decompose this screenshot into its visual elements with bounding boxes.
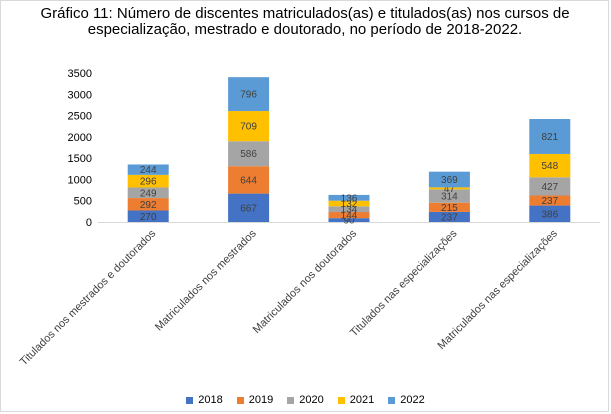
legend-item: 2020 [287,394,324,406]
bar-segment [228,193,270,222]
chart-title: Gráfico 11: Número de discentes matricul… [40,5,570,38]
legend-item: 2018 [186,394,223,406]
bar-segment [328,206,370,213]
legend-label: 2022 [400,394,425,406]
legend-swatch [186,396,194,404]
legend-swatch [337,396,345,404]
bar-segment [529,195,571,206]
bar-segment [228,166,270,194]
data-label: 586 [240,149,257,160]
y-tick-label: 2500 [68,111,92,123]
bar-segment [228,111,270,142]
bar-segment [328,200,370,207]
x-tick-label: Matriculados nos doutorados [251,227,360,336]
y-tick-label: 3500 [68,68,92,80]
data-label: 136 [341,193,358,204]
data-label: 709 [240,122,257,133]
bar-segment [127,174,169,188]
x-tick-label: Titulados nos mestrados e doutorados [18,227,159,368]
data-label: 644 [240,175,257,186]
data-label: 270 [140,212,157,223]
data-label: 134 [341,205,358,216]
data-label: 144 [341,211,358,222]
bar-segment [529,177,571,196]
data-label: 90 [343,216,355,227]
data-label: 237 [541,196,558,207]
legend-item: 2021 [337,394,375,406]
bar-segment [428,187,470,190]
bar-segment [428,171,470,188]
legend-label: 2021 [349,394,375,406]
bar-segment [529,119,571,154]
data-label: 548 [541,161,558,172]
bar-segment [127,210,169,222]
bar-segment [428,189,470,203]
y-tick-label: 1000 [68,174,92,186]
bar-segment [127,198,169,211]
data-label: 237 [441,212,458,223]
legend-label: 2019 [248,394,274,406]
y-tick-label: 2000 [68,132,92,144]
data-label: 244 [140,165,157,176]
legend-item: 2019 [236,394,274,406]
legend-label: 2018 [198,394,223,406]
chart-legend: 2018 2019 2020 2021 2022 [0,394,611,406]
y-tick-label: 1500 [68,153,92,165]
data-label: 821 [541,132,558,143]
data-label: 369 [441,175,458,186]
data-label: 667 [240,203,257,214]
bar-segment [428,211,470,222]
legend-label: 2020 [299,394,324,406]
x-tick-label: Matriculados nas especializações [436,227,561,352]
bar-segment [328,194,370,201]
data-label: 292 [140,200,157,211]
data-label: 47 [444,184,456,195]
data-label: 249 [140,188,157,199]
bar-segment [228,77,270,112]
data-label: 296 [140,177,157,188]
bar-segment [428,202,470,212]
x-tick-label: Titulados nas especializações [348,227,460,339]
y-tick-label: 0 [86,217,92,229]
bar-segment [127,164,169,175]
data-label: 427 [541,182,558,193]
data-label: 132 [341,199,358,210]
legend-swatch [287,396,295,404]
data-label: 796 [240,90,257,101]
bar-segment [529,205,571,222]
y-tick-label: 3000 [68,89,92,101]
x-tick-label: Matriculados nos mestrados [153,227,259,333]
y-tick-label: 500 [74,196,92,208]
bar-segment [127,187,169,199]
bar-segment [529,153,571,178]
bar-segment [228,141,270,167]
data-label: 215 [441,203,458,214]
legend-item: 2022 [388,394,425,406]
data-label: 314 [441,192,458,203]
legend-swatch [236,396,244,404]
data-label: 386 [541,209,558,220]
legend-swatch [388,396,396,404]
bar-segment [328,218,370,222]
bar-segment [328,212,370,219]
